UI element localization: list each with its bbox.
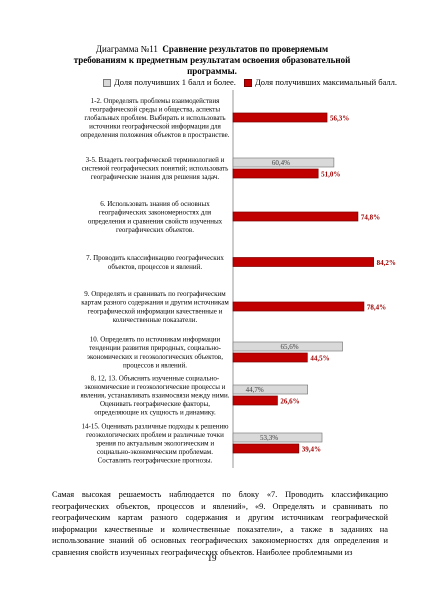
category-label-line: количественные показатели. — [113, 316, 198, 324]
category-label-line: Составлять географические прогнозы. — [98, 457, 213, 465]
bar-red — [232, 211, 359, 222]
body-paragraph: Самая высокая решаемость наблюдается по … — [52, 490, 388, 557]
category-label: 9. Определять и сравнивать по географиче… — [81, 290, 229, 324]
bar-red — [232, 443, 300, 454]
data-label-red: 26,6% — [280, 398, 299, 406]
bar-red — [232, 257, 374, 267]
title-line3: программы. — [187, 66, 237, 76]
category-label-line: картам разного содержания и другим источ… — [81, 299, 229, 307]
category-label-line: географических объектов. — [116, 226, 194, 234]
legend-item-red: Доля получивших максимальный балл. — [244, 77, 398, 88]
bar-red — [232, 395, 278, 406]
category-label-line: 3-5. Владеть географической терминологие… — [86, 156, 225, 164]
data-label-gray: 44,7% — [246, 386, 264, 394]
diagram-number: Диаграмма №11 — [95, 44, 158, 54]
bar-red — [232, 168, 319, 179]
data-label-red: 56,3% — [330, 115, 349, 123]
bar-gray — [232, 432, 323, 443]
category-label-line: определения и сравнения свойств изученны… — [88, 217, 223, 225]
category-label-line: экономические и геоэкологические процесс… — [85, 383, 226, 391]
legend-label-gray: Доля получивших 1 балл и более. — [114, 77, 236, 87]
bar-red — [232, 112, 328, 123]
category-label-line: социально-экономическим проблемам. — [97, 448, 213, 456]
data-label-red: 78,4% — [367, 304, 386, 312]
bar-gray — [232, 384, 308, 395]
category-label: 7. Проводить классификацию географически… — [86, 254, 224, 271]
category-label-line: экономических и геоэкологических объекто… — [87, 353, 223, 361]
category-label-line: источники географической информации для — [89, 123, 222, 131]
category-label: 3-5. Владеть географической терминологие… — [82, 156, 229, 181]
data-label-red: 51,0% — [321, 171, 340, 179]
bar-red — [232, 301, 365, 312]
chart-title: Диаграмма №11 Сравнение результатов по п… — [0, 44, 424, 77]
category-label-line: 9. Определять и сравнивать по географиче… — [84, 290, 226, 298]
category-label-line: 6. Использовать знания об основных — [100, 200, 210, 208]
category-label-line: географической среды и общества, аспекты — [90, 105, 220, 113]
category-label-line: объектов, процессов и явлений. — [108, 263, 203, 271]
category-label-line: определения положения объектов в простра… — [80, 131, 229, 139]
bar-gray — [232, 341, 343, 352]
bar-chart: 1-2. Определять проблемы взаимодействия г… — [80, 90, 396, 468]
category-label-line: географические знания для решения задач. — [91, 173, 220, 181]
category-label-line: определяющие их сущность и динамику. — [94, 409, 216, 417]
category-label-line: 7. Проводить классификацию географически… — [86, 254, 224, 262]
data-label-red: 44,5% — [310, 355, 329, 363]
data-label-red: 39,4% — [302, 446, 321, 454]
category-label-line: 14-15. Оценивать различные подходы к реш… — [82, 422, 229, 430]
category-label-line: геоэкологических проблем и различные точ… — [86, 431, 224, 439]
category-label-line: 8, 12, 13. Объяснять изученные социально… — [91, 374, 220, 382]
bar-red — [232, 352, 308, 363]
legend-item-gray: Доля получивших 1 балл и более. — [103, 77, 236, 88]
data-label-red: 74,8% — [361, 214, 380, 222]
data-label-gray: 53,3% — [260, 434, 278, 442]
data-label-gray: 60,4% — [272, 159, 290, 167]
title-line2: требованиям к предметным результатам осв… — [73, 55, 351, 65]
category-label-line: Оценивать географические факторы, — [100, 400, 210, 408]
category-label: 6. Использовать знания об основных геогра… — [88, 200, 223, 234]
category-label-line: 10. Определять по источникам информации — [90, 336, 221, 344]
category-label-line: географической информации качественные и — [88, 307, 223, 315]
category-label-line: процессов и явлений. — [123, 361, 187, 369]
data-label-red: 84,2% — [377, 259, 396, 267]
category-label-line: системой географических понятий; использ… — [82, 165, 229, 173]
category-label-line: глобальных проблем. Выбирать и использов… — [84, 114, 225, 122]
category-label: 1-2. Определять проблемы взаимодействия г… — [80, 97, 229, 139]
category-label-line: 1-2. Определять проблемы взаимодействия — [91, 97, 220, 105]
category-label-line: тенденции развития природных, социально- — [89, 344, 222, 352]
category-label: 14-15. Оценивать различные подходы к реш… — [82, 422, 229, 464]
title-line1: Сравнение результатов по проверяемым — [162, 44, 329, 54]
category-label-line: зрения по актуальным экологическим и — [96, 440, 214, 448]
bar-gray — [232, 157, 335, 168]
legend-swatch-red — [244, 79, 252, 88]
category-label-line: явления, устанавливать взаимосвязи между… — [81, 392, 230, 400]
legend-label-red: Доля получивших максимальный балл. — [255, 77, 398, 87]
category-label: 8, 12, 13. Объяснять изученные социально… — [81, 374, 230, 416]
category-label: 10. Определять по источникам информации т… — [87, 336, 223, 370]
category-label-line: географических закономерностях для — [99, 209, 212, 217]
page-number: 19 — [207, 553, 217, 563]
legend-swatch-gray — [103, 79, 111, 88]
data-label-gray: 65,6% — [281, 343, 299, 351]
